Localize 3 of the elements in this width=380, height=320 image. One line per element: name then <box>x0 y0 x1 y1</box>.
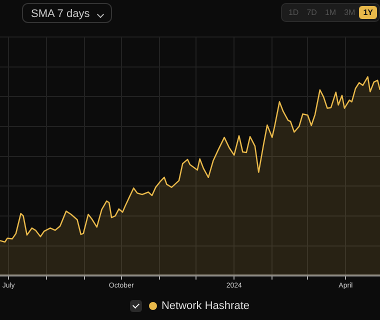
dropdown-field: SMA 7 days <box>22 3 112 23</box>
legend-label: Network Hashrate <box>161 300 250 312</box>
range-buttons: 1D 7D 1M 3M 1Y <box>281 3 380 22</box>
